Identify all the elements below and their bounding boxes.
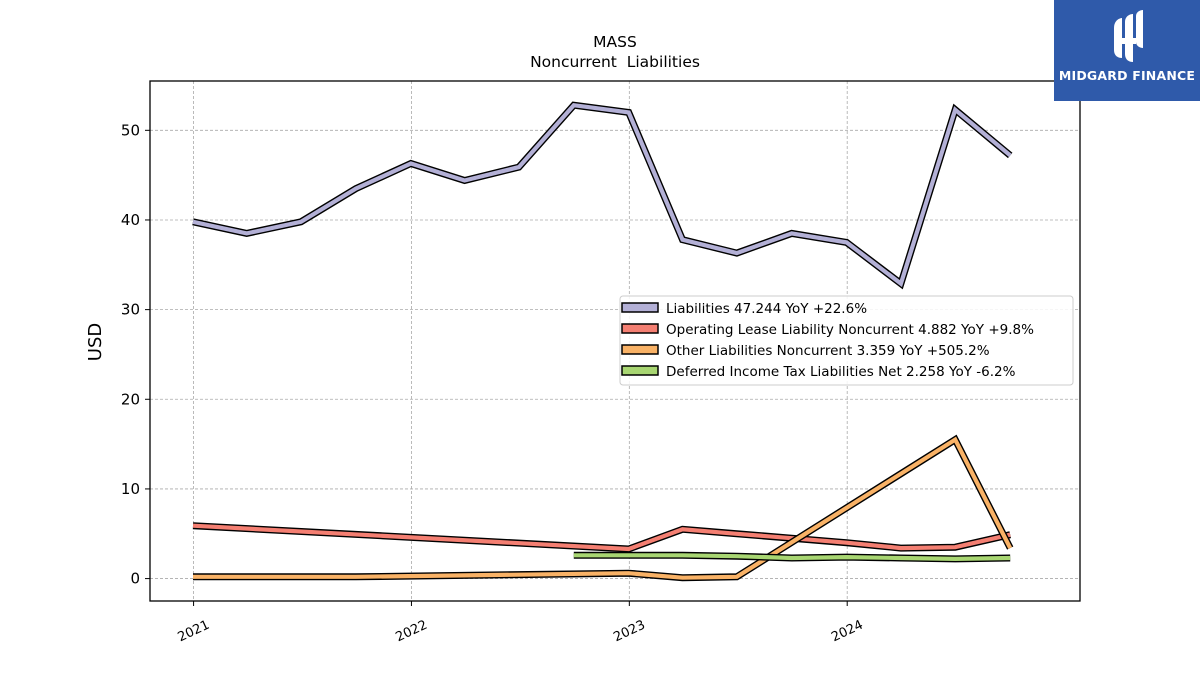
y-tick-label: 10 xyxy=(121,480,140,498)
y-tick-label: 20 xyxy=(121,390,140,408)
x-tick-label: 2024 xyxy=(829,618,865,646)
chart-subtitle: Noncurrent Liabilities xyxy=(530,53,700,71)
plot-frame xyxy=(149,80,1081,602)
chart-title: MASS xyxy=(593,33,637,51)
legend-swatch xyxy=(621,302,659,313)
x-tick-label: 2021 xyxy=(176,618,212,646)
legend-swatch xyxy=(621,344,659,355)
legend: Liabilities 47.244 YoY +22.6% Operating L… xyxy=(619,295,1074,386)
legend-label: Liabilities 47.244 YoY +22.6% xyxy=(666,301,867,317)
legend-label: Deferred Income Tax Liabilities Net 2.25… xyxy=(666,364,1016,380)
y-tick-label: 50 xyxy=(121,121,140,139)
y-axis-label: USD xyxy=(85,323,106,361)
series-operating-lease-liability-noncurrent xyxy=(192,522,1011,553)
legend-swatch xyxy=(621,365,659,376)
x-tick-label: 2022 xyxy=(393,618,429,646)
x-tick-label: 2023 xyxy=(611,618,647,646)
legend-box xyxy=(619,295,1074,386)
y-tick-label: 30 xyxy=(121,301,140,319)
series-layer xyxy=(192,101,1014,582)
series-line xyxy=(192,102,1012,288)
series-line xyxy=(193,436,1013,580)
series-line xyxy=(573,553,1011,562)
logo-mark-icon xyxy=(1114,10,1143,62)
brand-logo: MIDGARD FINANCE xyxy=(1054,0,1200,101)
series-other-liabilities-noncurrent xyxy=(193,434,1014,582)
legend-swatch xyxy=(621,323,659,334)
x-axis: 2021 2022 2023 2024 xyxy=(176,601,866,645)
y-axis: 0 10 20 30 40 50 xyxy=(121,121,150,588)
legend-label: Other Liabilities Noncurrent 3.359 YoY +… xyxy=(666,343,990,359)
series-deferred-income-tax-liabilities-net xyxy=(573,551,1011,563)
legend-label: Operating Lease Liability Noncurrent 4.8… xyxy=(666,322,1034,338)
y-tick-label: 0 xyxy=(130,570,140,588)
series-liabilities xyxy=(192,101,1013,290)
series-outline xyxy=(192,101,1013,290)
logo-text: MIDGARD FINANCE xyxy=(1058,68,1196,83)
y-tick-label: 40 xyxy=(121,211,140,229)
